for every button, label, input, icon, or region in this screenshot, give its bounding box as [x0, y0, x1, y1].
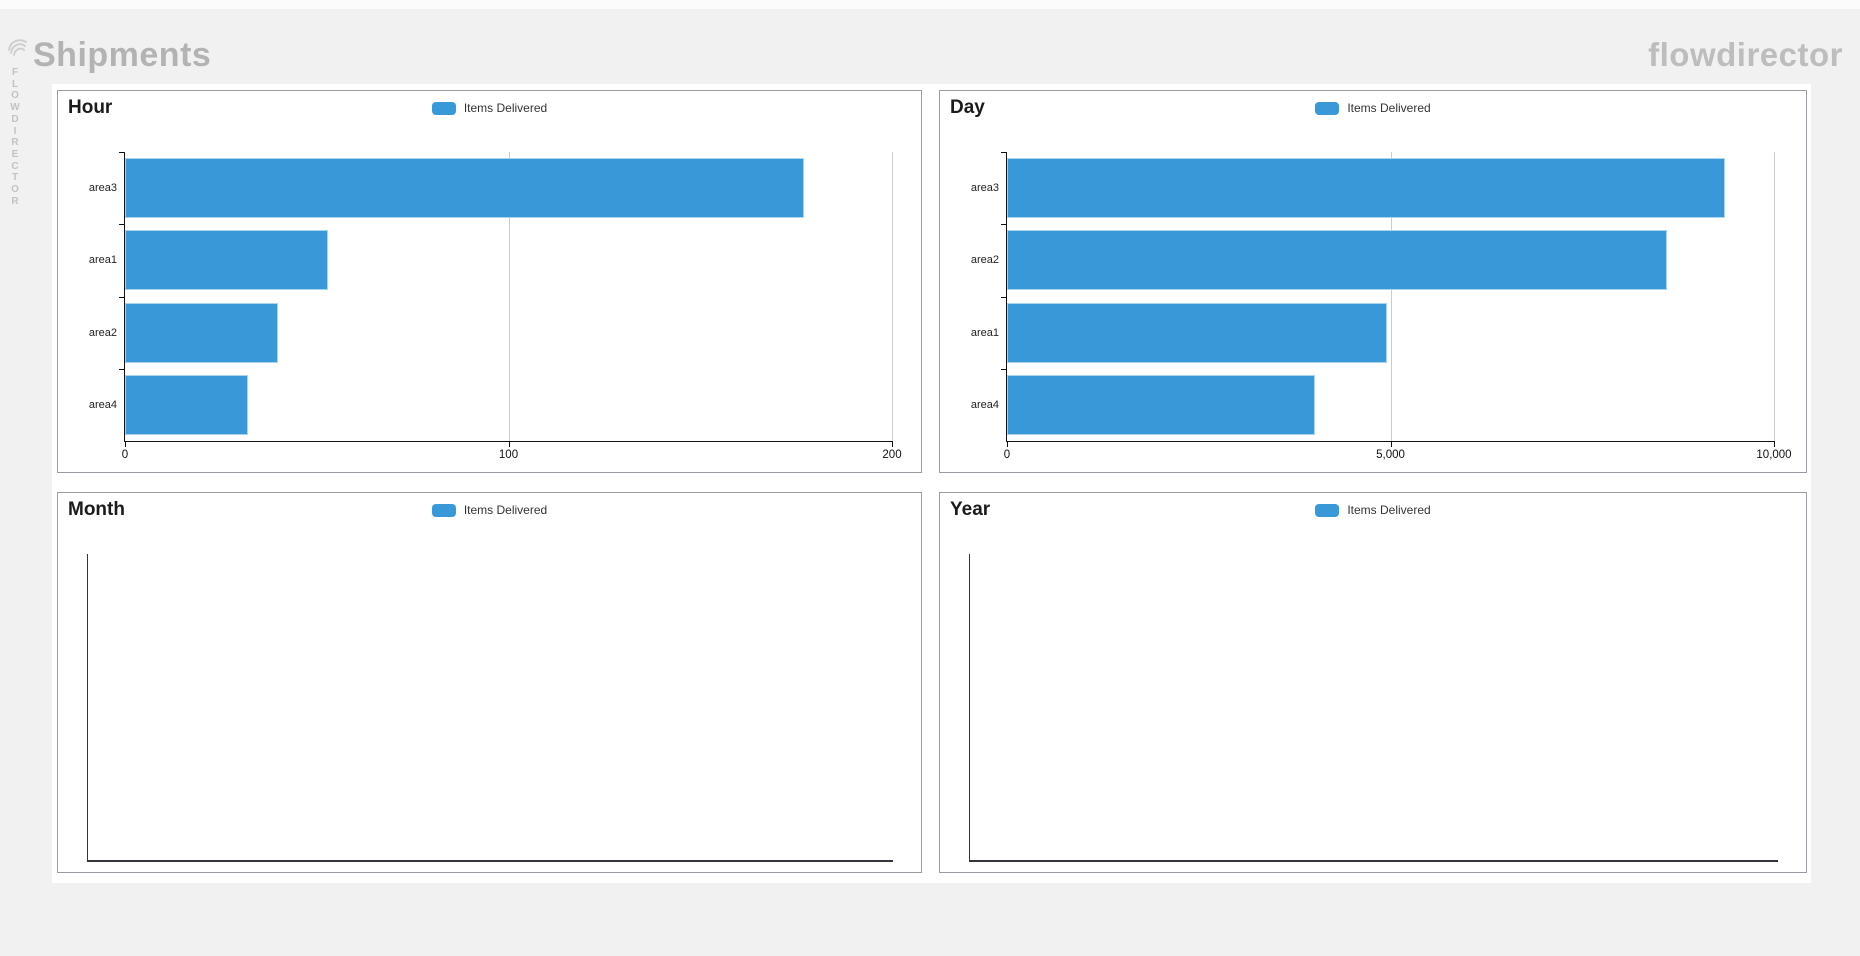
sidebar-vertical-letter: T — [11, 172, 19, 184]
category-label: area4 — [970, 398, 999, 411]
gridline — [1390, 152, 1392, 441]
legend-label: Items Delivered — [1347, 503, 1431, 517]
sidebar-vertical-letter: C — [11, 160, 19, 172]
category-tick — [119, 224, 125, 226]
sidebar-vertical-letter: W — [10, 102, 20, 114]
x-axis-tick-label: 0 — [121, 449, 129, 461]
legend-hour[interactable]: Items Delivered — [58, 101, 921, 115]
chart-plot-day: area3 area2 area1 area4 0 5,000 10,000 — [971, 152, 1792, 461]
panel-day: Day Items Delivered area3 area2 area1 area4… — [939, 90, 1807, 473]
bar-band: area1 — [971, 296, 1774, 369]
legend-swatch-icon[interactable] — [1315, 503, 1340, 517]
category-label: area1 — [88, 254, 117, 267]
chart-plot-year — [969, 554, 1778, 862]
x-axis-tick-label: 0 — [1003, 449, 1011, 461]
x-axis-tick — [892, 441, 893, 447]
bar-band: area1 — [89, 224, 892, 296]
panel-year: Year Items Delivered — [939, 492, 1807, 873]
bar-band: area2 — [971, 224, 1774, 296]
sidebar-vertical-letter: R — [11, 195, 19, 207]
panel-hour: Hour Items Delivered area3 area1 area2 area… — [57, 90, 922, 473]
category-tick — [1001, 152, 1007, 153]
window-top-strip — [0, 0, 1860, 9]
gridline — [508, 152, 510, 441]
sidebar-vertical-letter: E — [11, 148, 19, 160]
category-label: area1 — [970, 326, 999, 339]
category-label: area3 — [970, 182, 999, 195]
chart-plot-month — [87, 554, 893, 862]
flowdirector-logo-icon — [7, 37, 29, 56]
panel-month: Month Items Delivered — [57, 492, 922, 873]
x-axis-tick-label: 5,000 — [1376, 449, 1405, 461]
legend-day[interactable]: Items Delivered — [940, 101, 1806, 115]
category-tick — [1001, 296, 1007, 298]
chart-plot-hour: area3 area1 area2 area4 0 100 200 — [89, 152, 902, 461]
category-tick — [119, 152, 125, 153]
bar-area4[interactable] — [125, 374, 248, 435]
legend-label: Items Delivered — [463, 503, 548, 517]
bar-area1[interactable] — [125, 230, 329, 291]
gridline — [892, 152, 893, 441]
bar-band: area3 — [89, 152, 892, 224]
x-axis-tick-label: 100 — [498, 449, 519, 461]
chart-title-hour: Hour — [68, 97, 113, 118]
bar-area2[interactable] — [125, 302, 279, 363]
legend-swatch-icon[interactable] — [431, 101, 456, 115]
sidebar-vertical-letter: R — [11, 137, 19, 149]
x-axis-tick — [1007, 441, 1008, 447]
sidebar-vertical-letter: L — [11, 78, 19, 90]
legend-swatch-icon[interactable] — [1315, 101, 1340, 115]
dashboard-content: Hour Items Delivered area3 area1 area2 area… — [52, 84, 1811, 883]
x-axis-tick-label: 200 — [882, 449, 902, 461]
sidebar-vertical-letter: I — [13, 125, 17, 137]
chart-title-year: Year — [950, 499, 991, 520]
sidebar-vertical-letter: D — [11, 113, 19, 125]
bar-area3[interactable] — [125, 158, 804, 218]
bar-band: area4 — [89, 368, 892, 441]
category-tick — [1001, 224, 1007, 226]
legend-year[interactable]: Items Delivered — [940, 503, 1806, 517]
page-title: Shipments — [33, 36, 212, 74]
sidebar-vertical-letter: O — [11, 90, 19, 102]
chart-title-day: Day — [950, 97, 985, 118]
category-tick — [119, 296, 125, 298]
bar-area4[interactable] — [1007, 374, 1315, 435]
bar-band: area3 — [971, 152, 1774, 224]
category-label: area4 — [88, 398, 117, 411]
category-tick — [119, 368, 125, 370]
legend-label: Items Delivered — [1347, 101, 1431, 115]
gridline — [1774, 152, 1775, 441]
x-axis-tick-label: 10,000 — [1756, 449, 1792, 461]
sidebar-vertical-letter: F — [11, 67, 19, 78]
brand-wordmark: flowdirector — [1648, 36, 1843, 73]
category-label: area2 — [970, 254, 999, 267]
bar-area1[interactable] — [1007, 302, 1388, 363]
x-axis-tick — [508, 441, 510, 447]
legend-month[interactable]: Items Delivered — [58, 503, 921, 517]
legend-label: Items Delivered — [463, 101, 548, 115]
bar-area2[interactable] — [1007, 230, 1667, 291]
category-label: area2 — [88, 326, 117, 339]
x-axis-tick — [125, 441, 126, 447]
chart-title-month: Month — [68, 499, 125, 520]
x-axis-tick — [1390, 441, 1392, 447]
legend-swatch-icon[interactable] — [431, 503, 456, 517]
category-label: area3 — [88, 182, 117, 195]
category-tick — [1001, 368, 1007, 370]
bar-area3[interactable] — [1007, 158, 1725, 218]
x-axis-tick — [1774, 441, 1775, 447]
sidebar-vertical-letter: O — [11, 184, 19, 196]
bar-band: area2 — [89, 296, 892, 369]
bar-band: area4 — [971, 368, 1774, 441]
